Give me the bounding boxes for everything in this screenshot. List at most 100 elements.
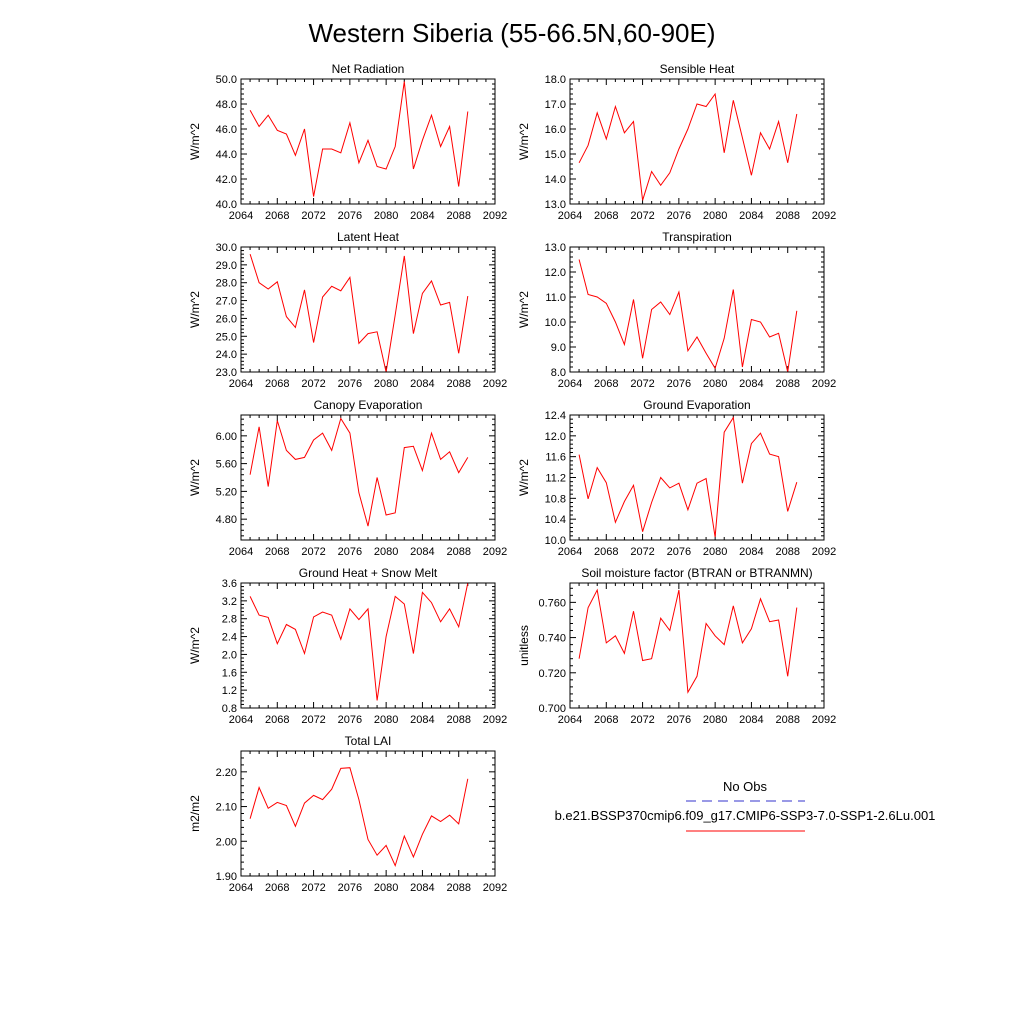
x-tick-label: 2076	[667, 378, 691, 390]
y-tick-label: 0.8	[222, 703, 237, 715]
y-tick-label: 11.0	[545, 292, 566, 304]
y-tick-label: 10.4	[545, 514, 566, 526]
x-tick-label: 2072	[301, 714, 325, 726]
y-tick-label: 12.0	[545, 431, 566, 443]
x-tick-label: 2068	[265, 378, 289, 390]
panel-title: Sensible Heat	[660, 62, 735, 76]
y-tick-label: 40.0	[216, 199, 237, 211]
y-tick-label: 0.700	[538, 703, 566, 715]
x-tick-label: 2084	[410, 210, 434, 222]
y-tick-label: 11.6	[545, 452, 566, 464]
x-tick-label: 2064	[558, 714, 582, 726]
panel-title: Net Radiation	[332, 62, 405, 76]
y-tick-label: 10.8	[545, 493, 566, 505]
panel-2: Latent Heat W/m^2 2064 2068 2072 2076 2080 2084…	[188, 230, 507, 390]
y-tick-label: 0.760	[538, 597, 566, 609]
x-tick-label: 2076	[667, 546, 691, 558]
y-axis-label: W/m^2	[517, 291, 531, 328]
x-tick-label: 2080	[703, 546, 727, 558]
x-tick-label: 2068	[594, 714, 618, 726]
series-line-0	[249, 81, 469, 197]
legend-obs-label: No Obs	[723, 779, 768, 794]
panel-4: Canopy Evaporation W/m^2 2064 2068 2072 2076 2…	[188, 398, 507, 558]
y-tick-label: 27.0	[216, 296, 237, 308]
y-tick-label: 26.0	[216, 313, 237, 325]
x-tick-label: 2080	[374, 546, 398, 558]
x-tick-label: 2076	[338, 714, 362, 726]
y-tick-label: 6.00	[216, 431, 237, 443]
x-tick-label: 2080	[374, 210, 398, 222]
x-tick-label: 2064	[558, 546, 582, 558]
y-tick-label: 3.2	[222, 596, 237, 608]
plot-frame	[240, 246, 496, 373]
y-tick-label: 18.0	[545, 74, 566, 86]
series-line-0	[249, 767, 469, 868]
y-tick-label: 2.20	[216, 767, 237, 779]
x-tick-label: 2088	[446, 210, 470, 222]
x-tick-label: 2092	[483, 546, 507, 558]
figure-title: Western Siberia (55-66.5N,60-90E)	[308, 18, 715, 48]
panel-title: Latent Heat	[337, 230, 400, 244]
plot-frame	[569, 246, 825, 373]
panel-title: Ground Evaporation	[643, 398, 750, 412]
x-tick-label: 2084	[739, 546, 763, 558]
series-line-0	[578, 588, 798, 694]
x-tick-label: 2080	[374, 378, 398, 390]
y-tick-label: 30.0	[216, 242, 237, 254]
y-tick-label: 46.0	[216, 124, 237, 136]
x-tick-label: 2076	[338, 882, 362, 894]
y-tick-label: 44.0	[216, 149, 237, 161]
y-tick-label: 15.0	[545, 149, 566, 161]
x-tick-label: 2064	[558, 210, 582, 222]
series-line-0	[249, 417, 469, 527]
series-line-0	[578, 416, 798, 537]
y-tick-label: 2.0	[222, 649, 237, 661]
panel-7: Soil moisture factor (BTRAN or BTRANMN) u…	[517, 566, 836, 726]
legend-case-label: b.e21.BSSP370cmip6.f09_g17.CMIP6-SSP3-7.…	[555, 808, 936, 823]
panel-3: Transpiration W/m^2 2064 2068 2072 2076 2080 20…	[517, 230, 836, 390]
x-tick-label: 2068	[265, 714, 289, 726]
x-tick-label: 2072	[630, 210, 654, 222]
y-tick-label: 2.10	[216, 802, 237, 814]
y-tick-label: 3.6	[222, 578, 237, 590]
y-tick-label: 48.0	[216, 99, 237, 111]
panel-title: Ground Heat + Snow Melt	[299, 566, 438, 580]
x-tick-label: 2068	[265, 210, 289, 222]
y-axis-label: W/m^2	[188, 291, 202, 328]
legend: No Obs b.e21.BSSP370cmip6.f09_g17.CMIP6-…	[555, 779, 936, 832]
x-tick-label: 2072	[301, 210, 325, 222]
y-tick-label: 23.0	[216, 367, 237, 379]
x-tick-label: 2076	[338, 210, 362, 222]
panel-0: Net Radiation W/m^2 2064 2068 2072 2076 2080 20…	[188, 62, 507, 222]
x-tick-label: 2068	[594, 210, 618, 222]
x-tick-label: 2088	[446, 714, 470, 726]
x-tick-label: 2080	[703, 210, 727, 222]
x-tick-label: 2092	[812, 378, 836, 390]
x-tick-label: 2072	[301, 882, 325, 894]
x-tick-label: 2092	[483, 882, 507, 894]
y-tick-label: 10.0	[545, 535, 566, 547]
x-tick-label: 2084	[739, 714, 763, 726]
x-tick-label: 2080	[703, 378, 727, 390]
x-tick-label: 2064	[229, 378, 253, 390]
x-tick-label: 2064	[229, 210, 253, 222]
y-axis-label: W/m^2	[188, 123, 202, 160]
y-tick-label: 25.0	[216, 331, 237, 343]
plot-frame	[240, 582, 496, 709]
x-tick-label: 2080	[703, 714, 727, 726]
y-axis-label: W/m^2	[188, 627, 202, 664]
y-axis-label: unitless	[517, 625, 531, 666]
x-tick-label: 2088	[775, 210, 799, 222]
y-tick-label: 12.0	[545, 267, 566, 279]
plot-frame	[569, 78, 825, 205]
x-tick-label: 2064	[558, 378, 582, 390]
y-tick-label: 13.0	[545, 242, 566, 254]
series-line-0	[249, 582, 469, 701]
y-tick-label: 11.2	[545, 473, 566, 485]
x-tick-label: 2088	[775, 546, 799, 558]
y-tick-label: 17.0	[545, 99, 566, 111]
y-tick-label: 16.0	[545, 124, 566, 136]
x-tick-label: 2068	[594, 546, 618, 558]
x-tick-label: 2092	[812, 714, 836, 726]
